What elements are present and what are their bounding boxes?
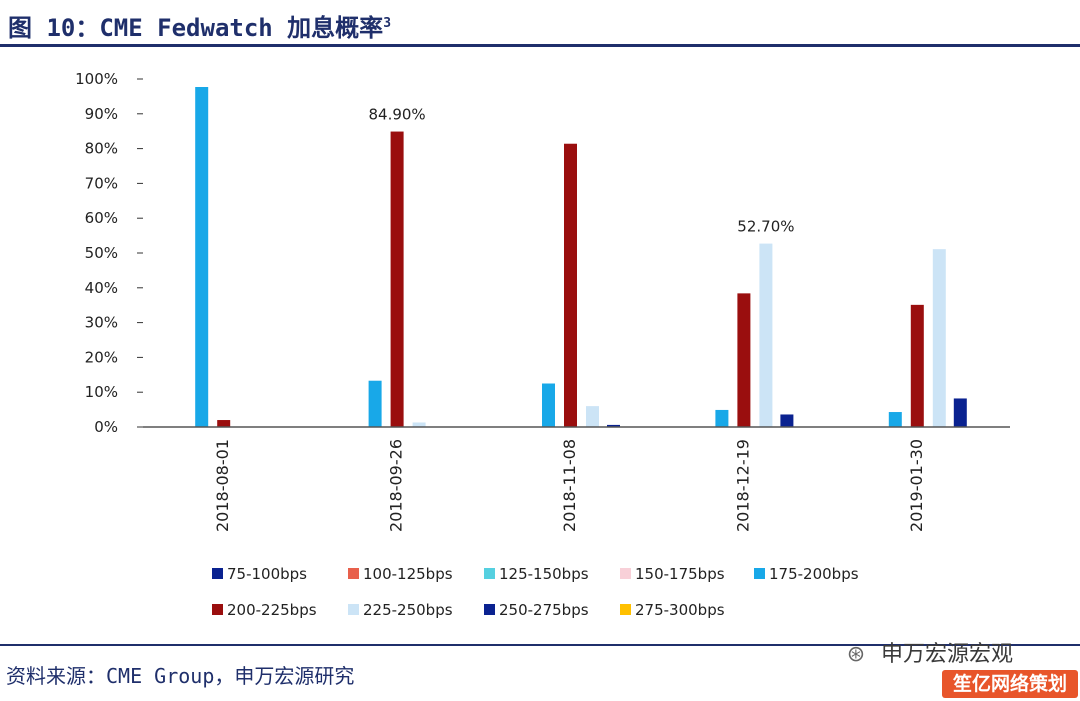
data-label: 52.70% [737, 218, 794, 236]
bar [953, 398, 967, 427]
bar [715, 409, 729, 427]
legend-label: 275-300bps [635, 601, 725, 619]
legend-swatch [620, 568, 631, 579]
y-tick-label: 0% [94, 418, 118, 436]
legend-swatch [348, 604, 359, 615]
y-tick-label: 10% [85, 383, 118, 401]
footer-divider [0, 644, 1080, 646]
watermark: ⊛ 申万宏源宏观 [838, 636, 1013, 668]
legend-swatch [620, 604, 631, 615]
bar [564, 143, 577, 427]
bar [888, 412, 902, 427]
y-tick-label: 60% [85, 209, 118, 227]
legend-swatch [212, 568, 223, 579]
bar [932, 249, 946, 427]
bar [542, 383, 555, 427]
bar-chart: 0% 10% 20% 30% 40% 50% 60% 70% 80% 90% 100% 2018-08… [75, 70, 1010, 619]
source-note: 资料来源：CME Group，申万宏源研究 [6, 664, 355, 688]
legend-label: 125-150bps [499, 565, 589, 583]
legend-swatch [212, 604, 223, 615]
wechat-icon: ⊛ [846, 642, 866, 667]
legend-label: 75-100bps [227, 565, 307, 583]
figure-title-footnote: 3 [383, 16, 392, 31]
legend-swatch [484, 604, 495, 615]
x-tick-label: 2018-09-26 [387, 439, 406, 532]
y-tick-label: 100% [75, 70, 118, 88]
y-tick-label: 90% [85, 105, 118, 123]
y-tick-label: 30% [85, 314, 118, 332]
y-tick-label: 40% [85, 279, 118, 297]
x-tick-label: 2018-12-19 [733, 439, 752, 532]
figure-title-text: 图 10：CME Fedwatch 加息概率 [8, 14, 384, 42]
y-tick-label: 50% [85, 244, 118, 262]
x-tick-label: 2018-11-08 [560, 439, 579, 532]
site-badge: 笙亿网络策划 [942, 670, 1078, 698]
legend-swatch [484, 568, 495, 579]
legend-label: 225-250bps [363, 601, 453, 619]
bar [368, 380, 382, 427]
bar [390, 131, 404, 427]
x-tick-label: 2019-01-30 [907, 439, 926, 532]
legend-label: 150-175bps [635, 565, 725, 583]
bar [780, 414, 794, 427]
y-tick-label: 20% [85, 348, 118, 366]
title-divider [0, 44, 1080, 47]
legend-label: 200-225bps [227, 601, 317, 619]
data-label: 84.90% [368, 106, 425, 124]
legend-swatch [754, 568, 765, 579]
legend-swatch [348, 568, 359, 579]
x-tick-label: 2018-08-01 [213, 439, 232, 532]
bar [607, 424, 620, 427]
legend-label: 175-200bps [769, 565, 859, 583]
y-tick-label: 80% [85, 140, 118, 158]
bar [910, 304, 924, 427]
bar [412, 422, 426, 427]
watermark-text: 申万宏源宏观 [881, 642, 1014, 667]
bar [217, 420, 231, 427]
figure-title: 图 10：CME Fedwatch 加息概率3 [8, 8, 391, 43]
bar [737, 293, 751, 427]
bar [586, 406, 599, 427]
legend-label: 250-275bps [499, 601, 589, 619]
y-tick-label: 70% [85, 174, 118, 192]
bar [195, 87, 209, 427]
bar [759, 243, 773, 427]
legend-label: 100-125bps [363, 565, 453, 583]
